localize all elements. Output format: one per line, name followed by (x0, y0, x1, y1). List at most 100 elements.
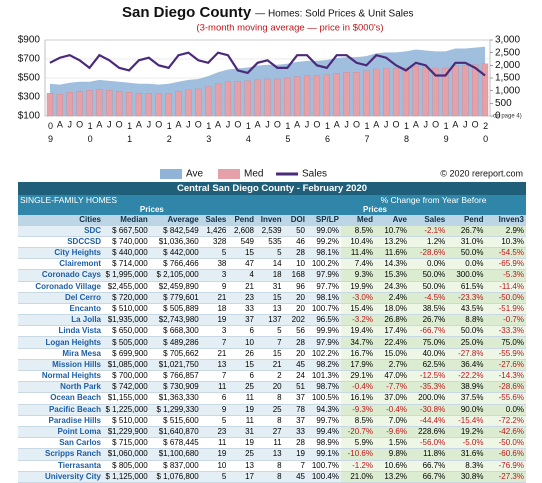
bar (402, 67, 410, 117)
table-cell: 535 (256, 236, 284, 248)
table-cell: Coronado Cays (18, 269, 103, 282)
table-cell: -27.8% (447, 348, 486, 360)
table-cell: Scripps Ranch (18, 448, 103, 461)
table-cell: $ 515,600 (149, 415, 201, 427)
table-cell: Del Cerro (18, 292, 103, 304)
table-row: La Jolla $1,935,000 $2,743,980 19 37 137 202 96… (18, 314, 526, 327)
column-header: Sales (200, 215, 229, 226)
table-cell: 97.9% (307, 336, 341, 349)
table-cell: 10.4% (341, 236, 375, 248)
bar (432, 67, 439, 117)
column-header: SP/LP (307, 215, 341, 226)
table-cell: 98.7% (307, 381, 341, 394)
table-cell: 31.0% (447, 236, 486, 248)
table-cell: 30.8% (447, 471, 486, 483)
table-cell: $1,155,000 (103, 392, 150, 405)
table-cell: 17 (228, 471, 256, 483)
table-cell: $ 766,857 (149, 370, 201, 383)
table-cell: 13 (256, 448, 284, 461)
group-left: SINGLE-FAMILY HOMES (18, 195, 341, 206)
x-tick-label: O (274, 119, 281, 129)
x-tick-label: J (107, 119, 112, 129)
legend-swatch (218, 169, 240, 179)
table-cell: Encanto (18, 303, 103, 316)
table-cell: 19.2% (447, 426, 486, 439)
table-cell: Mira Mesa (18, 348, 103, 360)
table-cell: 99.7% (307, 415, 341, 427)
bar (135, 93, 143, 117)
x-tick-label: 19 (441, 121, 451, 147)
table-cell: 38 (200, 258, 229, 271)
annotation: on page 4) (493, 114, 522, 120)
table-cell: 40.0% (409, 348, 448, 360)
table-cell: 19 (228, 404, 256, 416)
table-cell: 34.7% (341, 336, 375, 349)
y-tick-label: $900 (18, 35, 41, 46)
table-cell: 18.0% (375, 303, 409, 316)
table-cell: 8.8% (447, 314, 486, 327)
table-cell: 25.0% (447, 336, 486, 349)
bar (155, 93, 162, 117)
table-cell: 11.8% (409, 448, 448, 461)
table-cell: 2.7% (375, 359, 409, 372)
bar (224, 81, 232, 117)
table-cell: 94.3% (307, 404, 341, 416)
table-cell: 7 (283, 460, 307, 472)
table-cell: $1,640,870 (149, 426, 201, 439)
table-cell: 62.5% (409, 359, 448, 372)
bar (442, 67, 449, 117)
table-cell: 11 (256, 437, 284, 450)
chart: San Diego County — Homes: Sold Prices & … (18, 4, 523, 180)
table-cell: $ 1,995,000 (103, 269, 150, 282)
table-cell: $1,363,330 (149, 392, 201, 405)
table-cell: 11.6% (375, 247, 409, 260)
legend-label: Med (244, 169, 263, 180)
chart-title-suffix: — Homes: Sold Prices & Unit Sales (255, 9, 413, 20)
table-cell: $ 837,000 (149, 460, 201, 472)
bar (185, 89, 192, 117)
table-row: Ocean Beach $1,155,000 $1,363,330 6 11 8 37 100… (18, 392, 526, 405)
table-row: Mira Mesa $ 699,900 $ 705,662 21 26 15 20 102.2… (18, 348, 526, 360)
x-tick-label: A (294, 119, 300, 129)
table-cell: 7.4% (341, 258, 375, 271)
table-cell: 38.9% (447, 381, 486, 394)
table-title: Central San Diego County - February 2020 (18, 182, 526, 195)
table-cell: 21 (228, 281, 256, 293)
prices-left: Prices (103, 205, 201, 216)
table-cell: $ 505,889 (149, 303, 201, 316)
table-cell: Clairemont (18, 258, 103, 271)
x-tick-label: O (195, 119, 202, 129)
bar (234, 81, 241, 117)
table-cell: $2,743,980 (149, 314, 201, 327)
table-cell: 11 (200, 437, 229, 450)
table-row: Pacific Beach $ 1,225,000 $ 1,299,330 9 19 25… (18, 404, 526, 416)
table-cell: 137 (256, 314, 284, 327)
table-cell: -54.5% (485, 247, 526, 260)
bar (373, 68, 380, 117)
x-tick-label: 18 (402, 121, 412, 147)
table-cell: 97.9% (307, 269, 341, 282)
column-header: Pend (228, 215, 256, 226)
x-tick-label: A (175, 119, 181, 129)
table-cell: 13 (228, 460, 256, 472)
bar (195, 88, 202, 117)
table-cell: La Jolla (18, 314, 103, 327)
table-cell: 10 (200, 460, 229, 472)
table-row: San Carlos $ 715,000 $ 678,445 11 19 11 28 98.9… (18, 437, 526, 450)
table-body: Central San Diego County - February 2020… (18, 182, 526, 483)
table-cell: 8 (256, 415, 284, 427)
table-cell: 100.2% (307, 258, 341, 271)
table-cell: 6 (228, 325, 256, 338)
y2-tick-label: 2,000 (495, 60, 520, 71)
table-cell: 7 (256, 336, 284, 349)
table-cell: 11 (228, 415, 256, 427)
table-cell: $ 779,601 (149, 292, 201, 304)
table-row: Tierrasanta $ 805,000 $ 837,000 10 13 8 7 100.7… (18, 460, 526, 472)
table-row: Clairemont $ 714,000 $ 766,466 38 47 14 10 100.… (18, 258, 526, 271)
table-cell: 200.0% (409, 392, 448, 405)
table-cell: 10.7% (375, 225, 409, 237)
bar (363, 70, 370, 117)
table-cell: 50 (283, 225, 307, 237)
table-cell: 5 (256, 325, 284, 338)
table-cell: -76.9% (485, 460, 526, 472)
